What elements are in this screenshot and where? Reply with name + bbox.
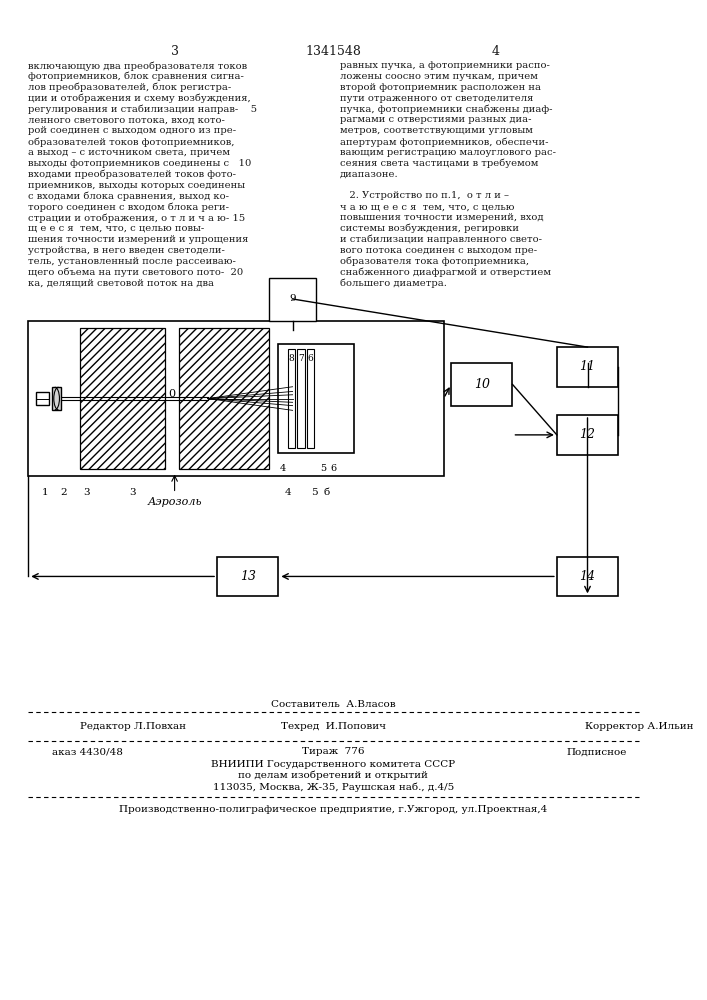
Bar (180, 328, 269, 469)
Text: а выход – с источником света, причем: а выход – с источником света, причем (28, 148, 230, 157)
Text: большего диаметра.: большего диаметра. (340, 278, 447, 288)
Text: с входами блока сравнения, выход ко-: с входами блока сравнения, выход ко- (28, 191, 229, 201)
Bar (129, 400, 135, 412)
Bar (557, 415, 618, 455)
Text: 6: 6 (330, 464, 337, 473)
Text: Техред  И.Попович: Техред И.Попович (281, 722, 385, 731)
Text: 2. Устройство по п.1,  о т л и –: 2. Устройство по п.1, о т л и – (340, 191, 509, 200)
Text: торого соединен с входом блока реги-: торого соединен с входом блока реги- (28, 202, 229, 212)
Text: б: б (323, 488, 329, 497)
Text: страции и отображения, о т л и ч а ю- 15: страции и отображения, о т л и ч а ю- 15 (28, 213, 245, 223)
Polygon shape (52, 387, 62, 410)
Text: 1341548: 1341548 (305, 45, 361, 58)
Bar (217, 557, 279, 596)
Text: повышения точности измерений, вход: повышения точности измерений, вход (340, 213, 543, 222)
Text: рагмами с отверстиями разных диа-: рагмами с отверстиями разных диа- (340, 115, 531, 124)
Text: Составитель  А.Власов: Составитель А.Власов (271, 700, 395, 709)
Text: ложены соосно этим пучкам, причем: ложены соосно этим пучкам, причем (340, 72, 537, 81)
Text: приемников, выходы которых соединены: приемников, выходы которых соединены (28, 181, 245, 190)
Text: Производственно-полиграфическое предприятие, г.Ужгород, ул.Проектная,4: Производственно-полиграфическое предприя… (119, 805, 547, 814)
Bar (279, 344, 354, 453)
Text: тель, установленный после рассеиваю-: тель, установленный после рассеиваю- (28, 257, 236, 266)
Bar (557, 347, 618, 387)
Text: лов преобразователей, блок регистра-: лов преобразователей, блок регистра- (28, 83, 232, 92)
Text: 3: 3 (129, 488, 136, 497)
Bar (82, 400, 88, 412)
Text: сеяния света частицами в требуемом: сеяния света частицами в требуемом (340, 159, 538, 168)
Text: пучка, фотоприемники снабжены диаф-: пучка, фотоприемники снабжены диаф- (340, 105, 552, 114)
Text: щ е е с я  тем, что, с целью повы-: щ е е с я тем, что, с целью повы- (28, 224, 204, 233)
Text: аказ 4430/48: аказ 4430/48 (52, 747, 123, 756)
Text: Тираж  776: Тираж 776 (302, 747, 364, 756)
Text: ч а ю щ е е с я  тем, что, с целью: ч а ю щ е е с я тем, что, с целью (340, 202, 514, 211)
Text: выходы фотоприемников соединены с   10: выходы фотоприемников соединены с 10 (28, 159, 252, 168)
Bar (129, 385, 135, 397)
Bar (80, 328, 165, 469)
Text: по делам изобретений и открытий: по делам изобретений и открытий (238, 771, 428, 780)
Text: 9: 9 (289, 294, 296, 303)
Text: 5: 5 (311, 488, 317, 497)
Text: 1: 1 (42, 488, 49, 497)
Text: 5: 5 (320, 464, 326, 473)
Text: образователей токов фотоприемников,: образователей токов фотоприемников, (28, 137, 235, 147)
Text: 13: 13 (240, 570, 256, 583)
Text: второй фотоприемник расположен на: второй фотоприемник расположен на (340, 83, 541, 92)
Text: ции и отображения и схему возбуждения,: ции и отображения и схему возбуждения, (28, 94, 251, 103)
Text: щего объема на пути светового пото-  20: щего объема на пути светового пото- 20 (28, 267, 244, 277)
Text: метров, соответствующими угловым: метров, соответствующими угловым (340, 126, 532, 135)
Text: вающим регистрацию малоуглового рас-: вающим регистрацию малоуглового рас- (340, 148, 556, 157)
Text: системы возбуждения, регировки: системы возбуждения, регировки (340, 224, 519, 233)
Text: 0: 0 (168, 389, 175, 399)
Text: вого потока соединен с выходом пре-: вого потока соединен с выходом пре- (340, 246, 537, 255)
Text: 113035, Москва, Ж-35, Раушская наб., д.4/5: 113035, Москва, Ж-35, Раушская наб., д.4… (213, 782, 454, 792)
Text: 3: 3 (83, 488, 90, 497)
Text: 8: 8 (288, 354, 295, 363)
Bar (82, 385, 88, 397)
Text: Подписное: Подписное (566, 747, 626, 756)
Text: 4: 4 (280, 464, 286, 473)
Text: фотоприемников, блок сравнения сигна-: фотоприемников, блок сравнения сигна- (28, 72, 244, 81)
Text: 10: 10 (474, 378, 490, 391)
Text: 2: 2 (60, 488, 66, 497)
Text: Редактор Л.Повхан: Редактор Л.Повхан (80, 722, 186, 731)
Text: ленного светового потока, вход кото-: ленного светового потока, вход кото- (28, 115, 226, 124)
Text: 7: 7 (298, 354, 304, 363)
Bar (36, 392, 49, 405)
Bar (288, 349, 296, 448)
Text: включающую два преобразователя токов: включающую два преобразователя токов (28, 61, 247, 71)
Bar (307, 349, 315, 448)
Text: ка, делящий световой поток на два: ка, делящий световой поток на два (28, 278, 214, 287)
Text: образователя тока фотоприемника,: образователя тока фотоприемника, (340, 257, 529, 266)
Text: 14: 14 (580, 570, 595, 583)
Text: 11: 11 (580, 360, 595, 373)
Text: входами преобразователей токов фото-: входами преобразователей токов фото- (28, 170, 236, 179)
Text: Корректор А.Ильин: Корректор А.Ильин (585, 722, 694, 731)
Text: снабженного диафрагмой и отверстием: снабженного диафрагмой и отверстием (340, 267, 551, 277)
Text: Аэрозоль: Аэрозоль (147, 497, 202, 507)
Text: и стабилизации направленного свето-: и стабилизации направленного свето- (340, 235, 542, 244)
Text: 4: 4 (284, 488, 291, 497)
Text: 4: 4 (491, 45, 499, 58)
Text: пути отраженного от светоделителя: пути отраженного от светоделителя (340, 94, 533, 103)
Text: диапазоне.: диапазоне. (340, 170, 398, 179)
Text: равных пучка, а фотоприемники распо-: равных пучка, а фотоприемники распо- (340, 61, 549, 70)
Bar (451, 363, 513, 406)
Text: устройства, в него введен светодели-: устройства, в него введен светодели- (28, 246, 226, 255)
Bar (557, 557, 618, 596)
Text: 3: 3 (170, 45, 179, 58)
Bar (269, 278, 316, 321)
Text: шения точности измерений и упрощения: шения точности измерений и упрощения (28, 235, 249, 244)
Bar (28, 321, 443, 476)
Text: апертурам фотоприемников, обеспечи-: апертурам фотоприемников, обеспечи- (340, 137, 548, 147)
Text: 6: 6 (308, 354, 313, 363)
Text: рой соединен с выходом одного из пре-: рой соединен с выходом одного из пре- (28, 126, 236, 135)
Text: регулирования и стабилизации направ-    5: регулирования и стабилизации направ- 5 (28, 105, 257, 114)
Bar (297, 349, 305, 448)
Text: ВНИИПИ Государственного комитета СССР: ВНИИПИ Государственного комитета СССР (211, 760, 455, 769)
Text: 12: 12 (580, 428, 595, 441)
